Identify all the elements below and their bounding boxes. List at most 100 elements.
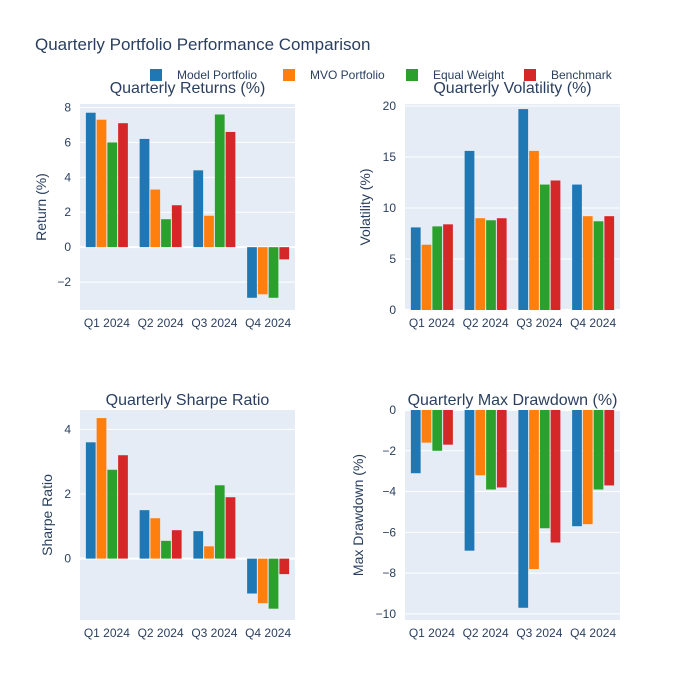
bar[interactable]	[572, 184, 582, 310]
bar[interactable]	[486, 220, 496, 310]
bar[interactable]	[225, 497, 236, 559]
bar[interactable]	[214, 485, 225, 559]
bar[interactable]	[139, 510, 150, 559]
subplot-title: Quarterly Returns (%)	[110, 80, 266, 97]
x-tick-label: Q2 2024	[463, 626, 509, 640]
legend-label[interactable]: Benchmark	[551, 68, 613, 82]
y-tick-label: 2	[64, 205, 71, 219]
bar[interactable]	[268, 558, 279, 609]
bar[interactable]	[539, 410, 550, 529]
legend-swatch[interactable]	[150, 69, 162, 81]
subplot-title: Quarterly Sharpe Ratio	[106, 392, 270, 409]
subplot-title: Quarterly Volatility (%)	[433, 80, 591, 97]
bar[interactable]	[85, 442, 96, 559]
bar[interactable]	[572, 410, 582, 527]
y-tick-label: 5	[389, 252, 396, 266]
x-tick-label: Q1 2024	[409, 626, 455, 640]
bar[interactable]	[604, 216, 615, 310]
bar[interactable]	[279, 247, 290, 260]
bar[interactable]	[518, 109, 529, 311]
bar[interactable]	[582, 216, 593, 310]
y-tick-label: 0	[64, 240, 71, 254]
bar[interactable]	[550, 180, 561, 310]
bar[interactable]	[171, 530, 182, 559]
bar[interactable]	[225, 131, 236, 248]
y-axis-label: Return (%)	[33, 173, 49, 241]
bar[interactable]	[96, 418, 107, 559]
bar[interactable]	[475, 218, 486, 310]
bar[interactable]	[247, 247, 257, 298]
figure-title: Quarterly Portfolio Performance Comparis…	[35, 35, 370, 54]
bar[interactable]	[443, 224, 453, 310]
bar[interactable]	[486, 410, 496, 490]
bar[interactable]	[150, 518, 161, 559]
bar[interactable]	[410, 227, 421, 310]
bar[interactable]	[464, 410, 475, 551]
bar[interactable]	[161, 219, 171, 248]
bar[interactable]	[214, 114, 225, 248]
legend-swatch[interactable]	[406, 69, 418, 81]
bar[interactable]	[279, 558, 290, 575]
bar[interactable]	[421, 410, 432, 443]
legend-label[interactable]: Equal Weight	[433, 68, 505, 82]
bar[interactable]	[421, 244, 432, 310]
bar[interactable]	[529, 150, 539, 310]
y-tick-label: 15	[383, 150, 397, 164]
x-tick-label: Q4 2024	[245, 626, 291, 640]
y-axis-label: Max Drawdown (%)	[350, 454, 366, 576]
bar[interactable]	[496, 410, 507, 488]
bar[interactable]	[161, 540, 171, 559]
bar[interactable]	[464, 150, 475, 310]
bar[interactable]	[171, 205, 182, 248]
x-tick-label: Q4 2024	[245, 316, 291, 330]
bar[interactable]	[550, 410, 561, 543]
bar[interactable]	[257, 247, 268, 295]
y-tick-label: 8	[64, 100, 71, 114]
bar[interactable]	[582, 410, 593, 525]
bar[interactable]	[193, 531, 204, 559]
bar[interactable]	[204, 546, 214, 559]
bar[interactable]	[432, 410, 443, 451]
subplot-3: 0 2 4 Q1 2024 Q2 2024 Q3 2024 Q4 2024 Quarterly…	[39, 392, 295, 640]
bar[interactable]	[432, 226, 443, 310]
bar[interactable]	[518, 410, 529, 608]
x-tick-label: Q3 2024	[516, 626, 562, 640]
y-tick-label: −6	[382, 525, 396, 539]
bar[interactable]	[443, 410, 453, 445]
bar[interactable]	[193, 170, 204, 248]
bar[interactable]	[475, 410, 486, 476]
legend-swatch[interactable]	[524, 69, 536, 81]
bar[interactable]	[529, 410, 539, 570]
x-tick-label: Q2 2024	[138, 626, 184, 640]
y-tick-label: 0	[389, 303, 396, 317]
y-tick-label: 20	[383, 99, 397, 113]
bar[interactable]	[268, 247, 279, 298]
bar[interactable]	[118, 455, 128, 559]
bar[interactable]	[96, 119, 107, 248]
legend-label[interactable]: MVO Portfolio	[310, 68, 385, 82]
x-tick-label: Q4 2024	[570, 316, 616, 330]
bar[interactable]	[107, 142, 118, 248]
subplots: −2 0 2 4 6 8 Q1 2024 Q2 2024 Q3 2024 Q4 2024 Quart…	[33, 80, 620, 640]
bar[interactable]	[496, 218, 507, 310]
legend-label[interactable]: Model Portfolio	[177, 68, 257, 82]
y-tick-label: 4	[64, 170, 71, 184]
bar[interactable]	[539, 184, 550, 310]
bar[interactable]	[593, 410, 604, 490]
bar[interactable]	[85, 112, 96, 248]
y-axis-label: Sharpe Ratio	[39, 474, 55, 556]
subplot-4: −10 −8 −6 −4 −2 0 Q1 2024 Q2 2024 Q3 2024 Q4 2024…	[350, 392, 620, 640]
bar[interactable]	[204, 215, 214, 248]
bar[interactable]	[257, 558, 268, 604]
bar[interactable]	[107, 469, 118, 559]
bar[interactable]	[410, 410, 421, 474]
bar[interactable]	[118, 123, 128, 248]
y-tick-label: 2	[64, 487, 71, 501]
legend-swatch[interactable]	[283, 69, 295, 81]
bar[interactable]	[593, 221, 604, 310]
bar[interactable]	[139, 138, 150, 248]
bar[interactable]	[247, 558, 257, 594]
x-tick-label: Q3 2024	[191, 316, 237, 330]
bar[interactable]	[604, 410, 615, 486]
bar[interactable]	[150, 189, 161, 248]
